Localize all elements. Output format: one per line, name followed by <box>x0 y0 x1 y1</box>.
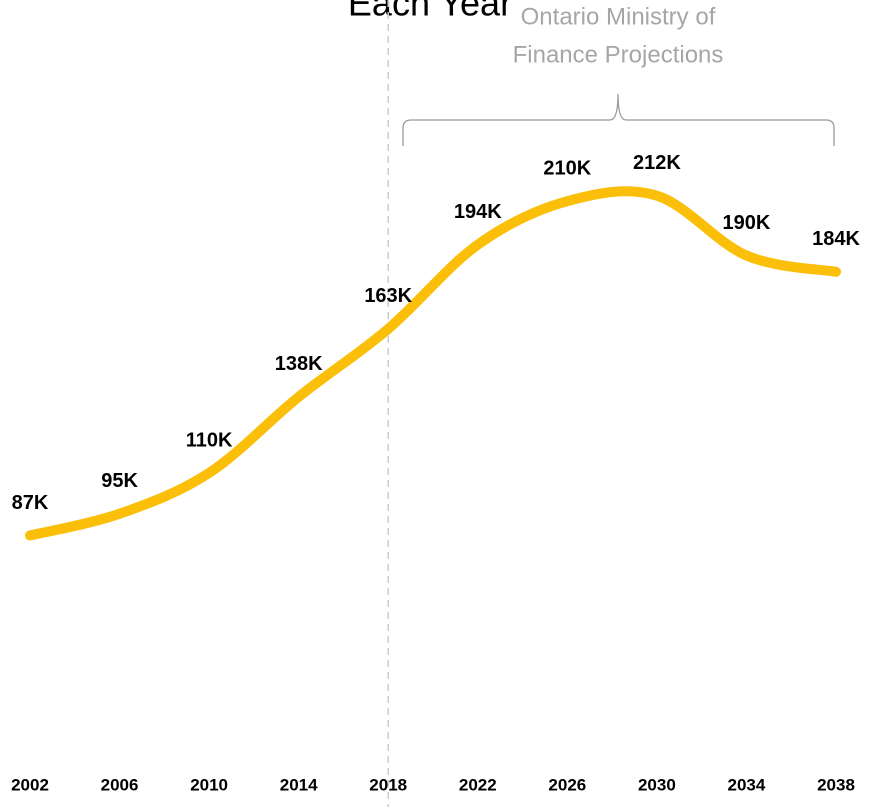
x-tick-label: 2038 <box>817 775 855 794</box>
data-label: 190K <box>723 212 771 234</box>
annotation: Ontario Ministry of <box>521 3 716 30</box>
x-tick-label: 2010 <box>190 775 228 794</box>
data-label: 184K <box>812 228 860 250</box>
data-label: 163K <box>364 285 412 307</box>
annotation: Finance Projections <box>513 41 724 68</box>
data-label: 194K <box>454 201 502 223</box>
data-label: 110K <box>186 429 233 451</box>
x-tick-label: 2014 <box>280 775 318 794</box>
data-label: 87K <box>12 492 49 514</box>
data-label: 210K <box>543 157 591 179</box>
data-label: 95K <box>101 470 138 492</box>
brace <box>402 93 835 146</box>
data-label: 138K <box>275 353 323 375</box>
x-tick-label: 2034 <box>728 775 766 794</box>
x-tick-label: 2006 <box>101 775 139 794</box>
chart-title: Each Year <box>348 0 512 24</box>
line <box>25 186 841 541</box>
x-tick-label: 2022 <box>459 775 497 794</box>
x-tick-label: 2018 <box>369 775 407 794</box>
x-tick-label: 2030 <box>638 775 676 794</box>
data-label: 212K <box>633 152 681 174</box>
x-tick-label: 2026 <box>548 775 586 794</box>
x-tick-label: 2002 <box>11 775 49 794</box>
